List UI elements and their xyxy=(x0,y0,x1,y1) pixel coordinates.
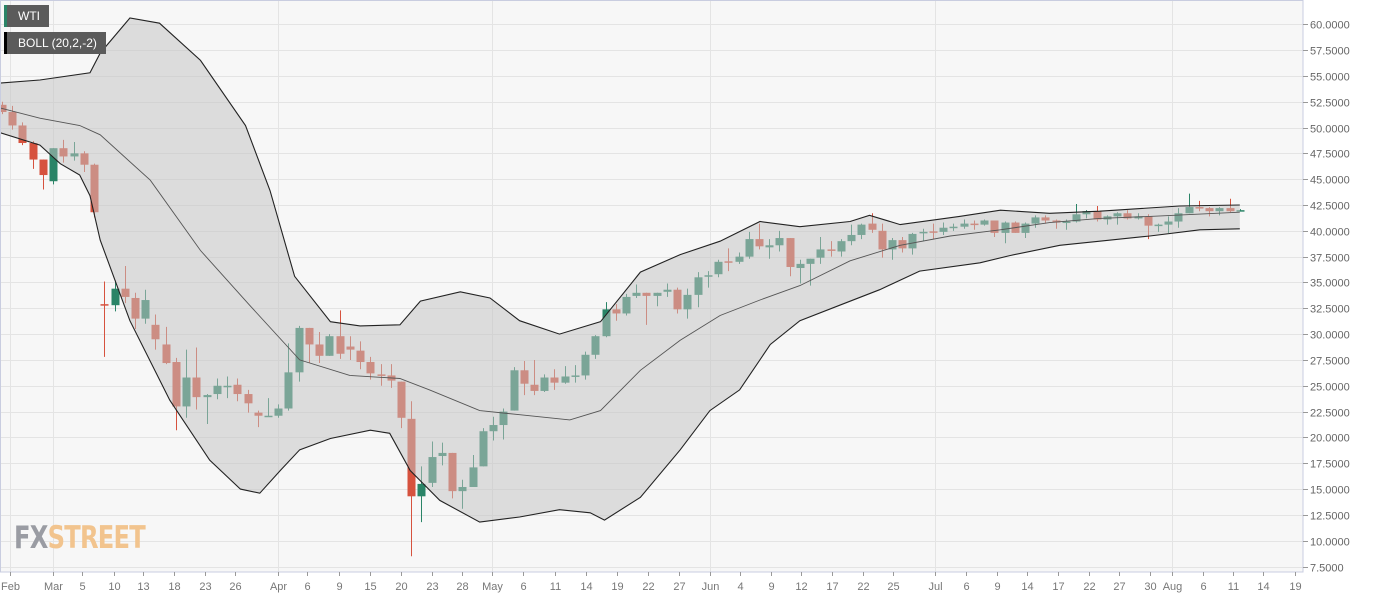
y-tick-label: 52.5000 xyxy=(1310,98,1350,110)
x-axis: Feb Mar 5 10 13 18 23 26 Apr 6 9 15 20 23 28 May 6 11 14 19… xyxy=(1,572,1302,593)
x-tick-label: Feb xyxy=(1,581,20,593)
x-tick-label: 19 xyxy=(1289,581,1301,593)
y-tick-label: 32.5000 xyxy=(1310,304,1350,316)
x-tick-label: 5 xyxy=(79,581,85,593)
y-tick-label: 10.0000 xyxy=(1310,537,1350,549)
x-tick-label: 10 xyxy=(108,581,120,593)
candle-body xyxy=(49,148,58,182)
x-tick-label: Aug xyxy=(1163,581,1183,593)
x-tick-label: 6 xyxy=(520,581,526,593)
y-tick-label: 15.0000 xyxy=(1310,485,1350,497)
x-tick-label: 26 xyxy=(229,581,241,593)
y-tick-label: 50.0000 xyxy=(1310,124,1350,136)
y-tick-label: 22.5000 xyxy=(1310,408,1350,420)
x-tick-label: 14 xyxy=(580,581,592,593)
x-tick-label: 17 xyxy=(1052,581,1064,593)
x-tick-label: 25 xyxy=(887,581,899,593)
logo-street: STREET xyxy=(47,520,146,556)
x-tick-label: 13 xyxy=(137,581,149,593)
x-tick-label: 27 xyxy=(1113,581,1125,593)
x-tick-label: 15 xyxy=(364,581,376,593)
x-tick-label: 9 xyxy=(768,581,774,593)
x-tick-label: 11 xyxy=(550,581,561,593)
y-tick-label: 7.5000 xyxy=(1310,563,1344,575)
x-tick-label: 6 xyxy=(1200,581,1206,593)
x-tick-label: 20 xyxy=(395,581,407,593)
y-tick-label: 55.0000 xyxy=(1310,72,1350,84)
y-tick-label: 42.5000 xyxy=(1310,201,1350,213)
x-tick-label: 23 xyxy=(426,581,438,593)
legend-instrument[interactable]: WTI xyxy=(4,5,49,27)
x-tick-label: 4 xyxy=(737,581,743,593)
x-tick-label: 9 xyxy=(994,581,1000,593)
bollinger-band-fill xyxy=(0,18,1240,523)
y-tick-label: 25.0000 xyxy=(1310,382,1350,394)
x-tick-label: 23 xyxy=(199,581,211,593)
x-tick-label: 28 xyxy=(456,581,468,593)
x-tick-label: 22 xyxy=(642,581,654,593)
x-tick-label: 14 xyxy=(1257,581,1269,593)
y-tick-label: 12.5000 xyxy=(1310,511,1350,523)
candle-body xyxy=(1236,210,1245,212)
y-tick-label: 17.5000 xyxy=(1310,459,1350,471)
candle-body xyxy=(417,483,426,497)
y-tick-label: 37.5000 xyxy=(1310,253,1350,265)
x-tick-label: 6 xyxy=(304,581,310,593)
x-tick-label: 12 xyxy=(795,581,807,593)
x-tick-label: 18 xyxy=(168,581,180,593)
bollinger-upper-line xyxy=(0,17,1240,335)
x-tick-label: 11 xyxy=(1228,581,1239,593)
bollinger-middle-line xyxy=(0,107,1240,421)
x-tick-label: 22 xyxy=(857,581,869,593)
y-tick-label: 30.0000 xyxy=(1310,330,1350,342)
x-tick-label: 14 xyxy=(1021,581,1033,593)
y-tick-label: 57.5000 xyxy=(1310,46,1350,58)
y-tick-label: 27.5000 xyxy=(1310,356,1350,368)
fxstreet-logo: FXSTREET xyxy=(14,520,146,556)
x-tick-label: Jul xyxy=(928,581,942,593)
y-tick-label: 45.0000 xyxy=(1310,175,1350,187)
candle-body xyxy=(111,288,120,306)
x-tick-label: 6 xyxy=(963,581,969,593)
x-tick-label: May xyxy=(482,581,503,593)
y-axis: 7.5000 10.0000 12.5000 15.0000 17.5000 20.000… xyxy=(1303,20,1350,575)
bollinger-lower-line xyxy=(0,132,1240,523)
candle-down xyxy=(29,140,38,169)
candle-up xyxy=(1236,209,1245,212)
x-tick-label: Mar xyxy=(44,581,63,593)
y-tick-label: 60.0000 xyxy=(1310,20,1350,32)
x-tick-label: 9 xyxy=(336,581,342,593)
x-tick-label: 22 xyxy=(1083,581,1095,593)
candle-body xyxy=(39,159,48,176)
x-tick-label: Apr xyxy=(270,581,287,593)
legend-indicator[interactable]: BOLL (20,2,-2) xyxy=(4,32,106,54)
x-tick-label: Jun xyxy=(702,581,720,593)
y-tick-label: 40.0000 xyxy=(1310,227,1350,239)
candle-down xyxy=(39,159,48,190)
y-tick-label: 47.5000 xyxy=(1310,149,1350,161)
candle-up xyxy=(111,280,120,312)
y-tick-label: 20.0000 xyxy=(1310,433,1350,445)
bollinger-bands xyxy=(0,17,1240,523)
x-tick-label: 19 xyxy=(611,581,623,593)
y-tick-label: 35.0000 xyxy=(1310,278,1350,290)
logo-fx: FX xyxy=(14,520,48,556)
x-tick-label: 30 xyxy=(1144,581,1156,593)
plot-border xyxy=(0,0,1304,573)
candle-body xyxy=(29,143,38,160)
candle-body xyxy=(100,304,109,306)
x-tick-label: 17 xyxy=(826,581,838,593)
candle-down xyxy=(100,281,109,357)
x-tick-label: 27 xyxy=(673,581,685,593)
